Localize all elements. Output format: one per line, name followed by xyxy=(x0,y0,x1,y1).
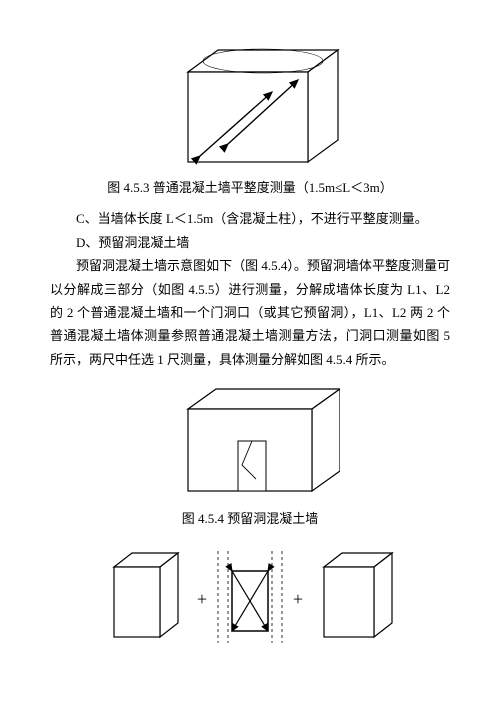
plus-icon: + xyxy=(197,589,207,609)
figure-453-caption: 图 4.5.3 普通混凝土墙平整度测量（1.5m≤L＜3m） xyxy=(50,176,450,199)
item-d: D、预留洞混凝土墙 xyxy=(50,231,450,254)
figure-453 xyxy=(50,38,450,168)
figure-454-svg xyxy=(160,379,340,499)
paragraph-1: 预留洞混凝土墙示意图如下（图 4.5.4）。预留洞墙体平整度测量可以分解成三部分… xyxy=(50,254,450,371)
figure-454-caption: 图 4.5.4 预留洞混凝土墙 xyxy=(50,507,450,530)
figure-453-svg xyxy=(160,38,340,168)
figure-decomp-svg: + + xyxy=(100,539,400,649)
plus-icon: + xyxy=(293,589,303,609)
figure-decomposition: + + xyxy=(50,539,450,649)
figure-454 xyxy=(50,379,450,499)
item-c: C、当墙体长度 L＜1.5m（含混凝土柱），不进行平整度测量。 xyxy=(50,207,450,230)
